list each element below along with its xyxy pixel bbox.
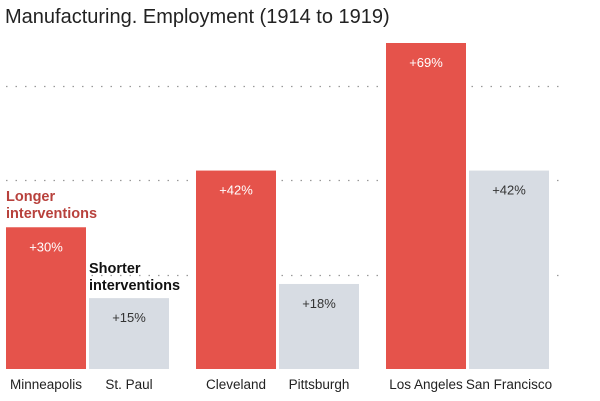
bar-minneapolis [6,227,86,369]
category-label: Cleveland [206,377,266,392]
value-label: +15% [112,310,146,325]
value-label: +30% [29,239,63,254]
bar-pittsburgh [279,283,359,369]
shorter-annotation-line-2: interventions [89,278,181,294]
category-label: Minneapolis [10,377,82,392]
longer-annotation-line-1: Longer [6,189,56,205]
bar-san-francisco [469,170,549,369]
value-label: +18% [302,296,336,311]
bar-cleveland [196,170,276,369]
bar-los-angeles [386,43,466,369]
chart-title: Manufacturing. Employment (1914 to 1919) [5,6,390,28]
category-label: Pittsburgh [289,377,350,392]
category-label: San Francisco [466,377,552,392]
value-label: +69% [409,55,443,70]
category-label: St. Paul [105,377,152,392]
category-label: Los Angeles [389,377,463,392]
shorter-annotation-line-1: Shorter [89,261,141,277]
value-label: +42% [219,183,253,198]
longer-annotation-line-2: interventions [6,206,98,222]
shorter-interventions-annotation: Shorter interventions [89,261,180,295]
bar-st-paul [89,298,169,369]
longer-interventions-annotation: Longer interventions [6,189,97,223]
value-label: +42% [492,183,526,198]
